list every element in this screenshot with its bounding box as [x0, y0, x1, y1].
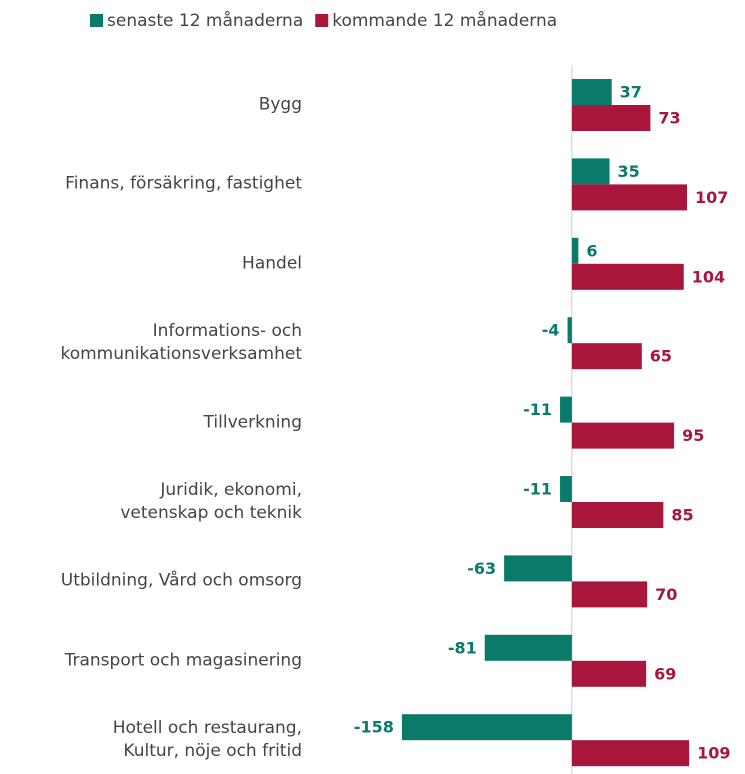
- value-label: -158: [354, 718, 394, 737]
- value-label: 95: [682, 426, 704, 445]
- bar: [571, 343, 642, 370]
- value-label: -63: [467, 559, 496, 578]
- value-label: 107: [695, 188, 728, 207]
- bar: [571, 422, 675, 449]
- value-label: 73: [658, 109, 680, 128]
- value-label: -4: [542, 321, 560, 340]
- category-label: Handel: [242, 253, 302, 274]
- value-label: 70: [655, 585, 677, 604]
- value-label: 109: [697, 744, 730, 763]
- legend-swatch: [90, 14, 103, 27]
- category-label: Finans, försäkring, fastighet: [65, 173, 302, 194]
- legend-swatch: [315, 14, 329, 27]
- legend-label: kommande 12 månaderna: [332, 10, 557, 31]
- bar: [571, 263, 684, 290]
- value-label: -81: [448, 638, 477, 657]
- category-label: Hotell och restaurang, Kultur, nöje och …: [112, 718, 302, 762]
- value-label: 6: [586, 241, 597, 260]
- bar: [560, 396, 572, 423]
- value-label: 35: [618, 162, 640, 181]
- bar: [571, 660, 647, 687]
- legend-label: senaste 12 månaderna: [107, 10, 303, 31]
- value-label: 65: [650, 347, 672, 366]
- value-label: -11: [523, 480, 552, 499]
- category-label: Juridik, ekonomi, vetenskap och teknik: [120, 480, 302, 523]
- category-label: Tillverkning: [203, 412, 302, 433]
- bar: [504, 555, 572, 582]
- value-label: 104: [692, 267, 725, 286]
- category-label: Transport och magasinering: [64, 650, 302, 671]
- bar: [571, 237, 579, 264]
- value-label: 37: [620, 83, 642, 102]
- bar: [571, 79, 612, 105]
- bar: [571, 740, 690, 767]
- bar: [571, 502, 664, 528]
- category-label: Informations- och kommunikationsverksamh…: [60, 321, 302, 365]
- value-label: 69: [654, 664, 676, 683]
- bar: [484, 634, 572, 661]
- bar: [401, 714, 572, 741]
- category-label: Utbildning, Vård och omsorg: [60, 570, 302, 591]
- value-label: -11: [523, 400, 552, 419]
- bar: [571, 184, 687, 211]
- value-label: 85: [671, 506, 693, 525]
- bar: [571, 105, 651, 131]
- bar: [571, 158, 610, 185]
- bar: [560, 476, 572, 502]
- category-label: Bygg: [258, 94, 302, 115]
- bar: [571, 581, 648, 608]
- bar: [567, 317, 572, 344]
